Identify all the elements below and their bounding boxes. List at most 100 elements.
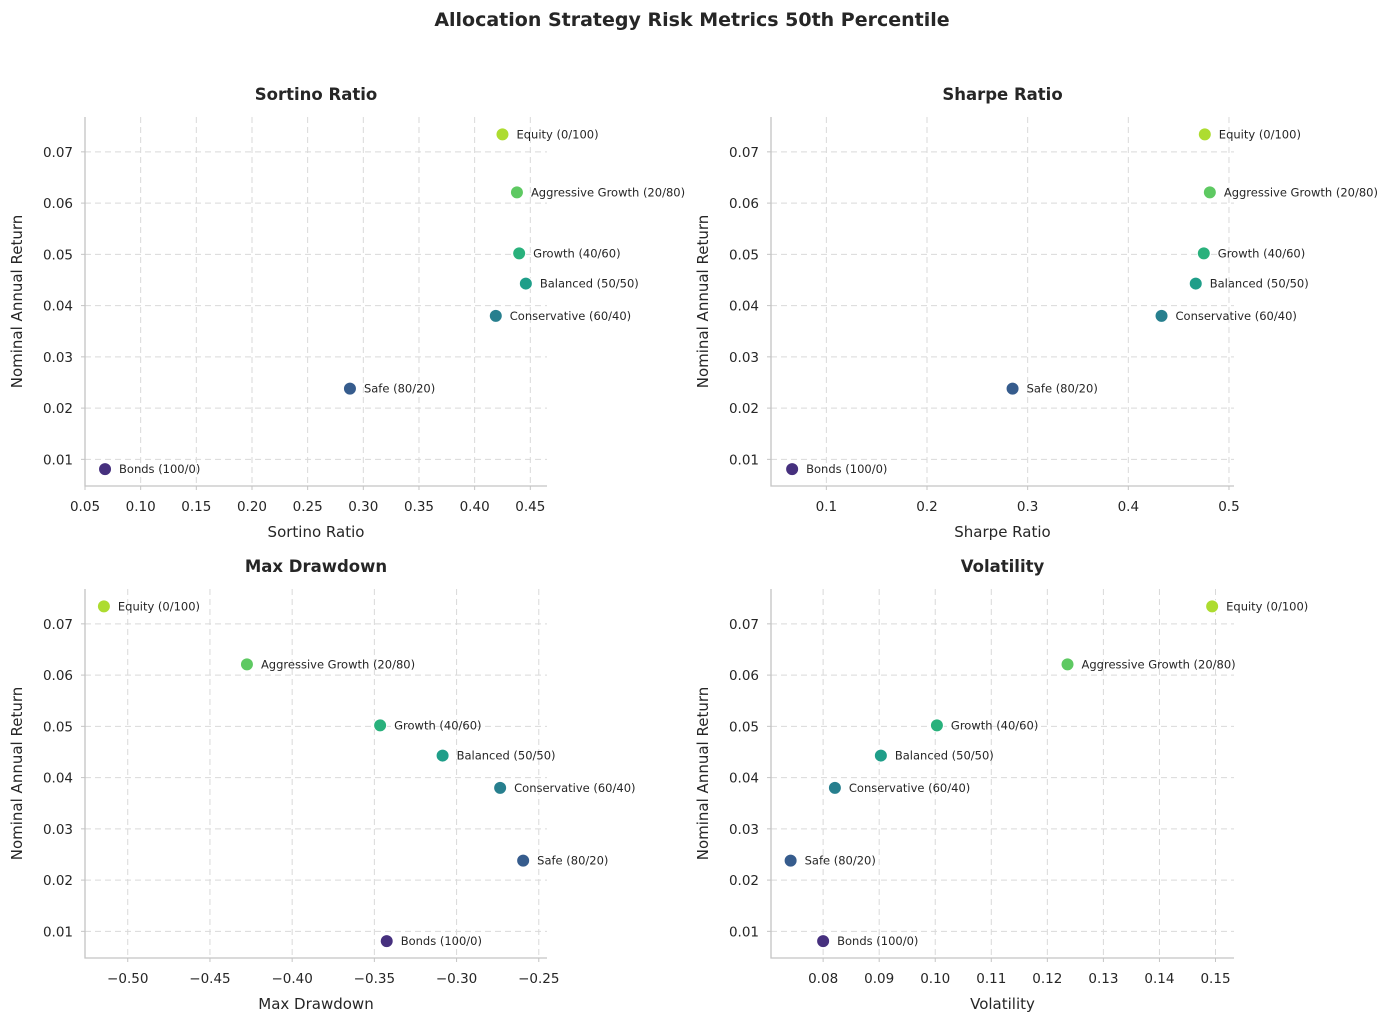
point-equity-0-100 bbox=[96, 599, 111, 614]
y-tick-label: 0.06 bbox=[43, 196, 73, 212]
x-tick-label: 0.35 bbox=[404, 499, 434, 515]
point-aggressive-growth-20-80 bbox=[509, 185, 524, 200]
x-tick-label: 0.15 bbox=[181, 499, 211, 515]
x-tick-label: 0.3 bbox=[1017, 499, 1038, 515]
point-label-balanced-50-50: Balanced (50/50) bbox=[457, 749, 556, 763]
x-tick-label: −0.40 bbox=[271, 971, 312, 987]
point-label-balanced-50-50: Balanced (50/50) bbox=[540, 277, 639, 291]
point-label-equity-0-100: Equity (0/100) bbox=[1219, 127, 1301, 141]
x-tick-label: 0.4 bbox=[1118, 499, 1139, 515]
point-safe-80-20 bbox=[783, 853, 798, 868]
point-bonds-100-0 bbox=[98, 462, 113, 477]
point-bonds-100-0 bbox=[379, 934, 394, 949]
x-tick-label: 0.09 bbox=[864, 971, 894, 987]
y-tick-label: 0.01 bbox=[43, 452, 73, 468]
point-growth-40-60 bbox=[512, 246, 527, 261]
x-tick-label: 0.15 bbox=[1200, 971, 1230, 987]
point-balanced-50-50 bbox=[873, 748, 888, 763]
y-tick-label: 0.03 bbox=[729, 822, 759, 838]
point-label-bonds-100-0: Bonds (100/0) bbox=[401, 934, 482, 948]
point-label-growth-40-60: Growth (40/60) bbox=[394, 718, 481, 732]
x-tick-label: 0.11 bbox=[976, 971, 1006, 987]
point-growth-40-60 bbox=[929, 718, 944, 733]
point-label-growth-40-60: Growth (40/60) bbox=[951, 718, 1038, 732]
y-axis-label: Nominal Annual Return bbox=[694, 215, 712, 389]
y-tick-label: 0.07 bbox=[729, 617, 759, 633]
panel-sharpe-ratio: 0.1 0.2 0.3 0.4 0.5 0.01 0.02 0.03 0.04 0.05 0.06 0… bbox=[694, 85, 1378, 541]
point-label-safe-80-20: Safe (80/20) bbox=[537, 854, 608, 868]
y-axis-label: Nominal Annual Return bbox=[8, 687, 26, 861]
x-tick-label: −0.25 bbox=[518, 971, 559, 987]
y-axis-label: Nominal Annual Return bbox=[694, 687, 712, 861]
y-tick-label: 0.07 bbox=[43, 617, 73, 633]
axes-spines bbox=[770, 589, 1234, 959]
y-tick-label: 0.02 bbox=[43, 401, 73, 417]
point-label-growth-40-60: Growth (40/60) bbox=[533, 246, 620, 260]
point-label-balanced-50-50: Balanced (50/50) bbox=[895, 749, 994, 763]
axes-spines bbox=[84, 589, 547, 959]
point-safe-80-20 bbox=[1005, 381, 1020, 396]
point-equity-0-100 bbox=[495, 127, 510, 142]
point-bonds-100-0 bbox=[816, 934, 831, 949]
figure-title: Allocation Strategy Risk Metrics 50th Pe… bbox=[434, 9, 949, 31]
panel-title: Sortino Ratio bbox=[255, 85, 377, 104]
point-label-safe-80-20: Safe (80/20) bbox=[805, 854, 876, 868]
point-label-equity-0-100: Equity (0/100) bbox=[516, 127, 598, 141]
y-tick-label: 0.02 bbox=[729, 401, 759, 417]
y-tick-label: 0.06 bbox=[729, 668, 759, 684]
y-tick-label: 0.07 bbox=[43, 145, 73, 161]
y-tick-label: 0.03 bbox=[729, 350, 759, 366]
y-tick-label: 0.05 bbox=[43, 719, 73, 735]
y-tick-label: 0.07 bbox=[729, 145, 759, 161]
point-conservative-60-40 bbox=[827, 780, 842, 795]
x-tick-label: 0.2 bbox=[916, 499, 937, 515]
point-bonds-100-0 bbox=[785, 462, 800, 477]
point-equity-0-100 bbox=[1197, 127, 1212, 142]
y-tick-label: 0.04 bbox=[43, 771, 73, 787]
x-tick-label: 0.14 bbox=[1144, 971, 1174, 987]
point-conservative-60-40 bbox=[488, 308, 503, 323]
point-label-safe-80-20: Safe (80/20) bbox=[364, 382, 435, 396]
y-tick-label: 0.01 bbox=[729, 924, 759, 940]
point-label-bonds-100-0: Bonds (100/0) bbox=[119, 462, 200, 476]
x-axis-label: Sortino Ratio bbox=[268, 523, 365, 541]
point-growth-40-60 bbox=[373, 718, 388, 733]
y-tick-label: 0.05 bbox=[729, 247, 759, 263]
x-tick-label: 0.10 bbox=[126, 499, 156, 515]
x-tick-label: 0.1 bbox=[816, 499, 837, 515]
point-label-conservative-60-40: Conservative (60/40) bbox=[1176, 309, 1297, 323]
y-tick-label: 0.04 bbox=[729, 299, 759, 315]
point-label-growth-40-60: Growth (40/60) bbox=[1218, 246, 1305, 260]
point-aggressive-growth-20-80 bbox=[1202, 185, 1217, 200]
point-safe-80-20 bbox=[342, 381, 357, 396]
panel-title: Volatility bbox=[961, 557, 1045, 576]
y-tick-label: 0.03 bbox=[43, 350, 73, 366]
point-label-bonds-100-0: Bonds (100/0) bbox=[806, 462, 887, 476]
point-label-aggressive-growth-20-80: Aggressive Growth (20/80) bbox=[1082, 657, 1236, 671]
x-axis-label: Max Drawdown bbox=[258, 995, 373, 1013]
x-tick-label: 0.25 bbox=[293, 499, 323, 515]
y-tick-label: 0.01 bbox=[729, 452, 759, 468]
x-tick-label: −0.30 bbox=[436, 971, 477, 987]
y-tick-label: 0.04 bbox=[729, 771, 759, 787]
point-label-conservative-60-40: Conservative (60/40) bbox=[514, 781, 635, 795]
panels: 0.05 0.10 0.15 0.20 0.25 0.30 0.35 0.40 0.45 0.01… bbox=[8, 85, 1378, 1013]
panel-title: Sharpe Ratio bbox=[942, 85, 1062, 104]
point-aggressive-growth-20-80 bbox=[1060, 657, 1075, 672]
x-tick-label: 0.5 bbox=[1218, 499, 1239, 515]
point-label-equity-0-100: Equity (0/100) bbox=[1226, 599, 1308, 613]
y-axis-label: Nominal Annual Return bbox=[8, 215, 26, 389]
y-tick-label: 0.02 bbox=[43, 873, 73, 889]
x-tick-label: −0.35 bbox=[354, 971, 395, 987]
y-tick-label: 0.04 bbox=[43, 299, 73, 315]
point-balanced-50-50 bbox=[1188, 276, 1203, 291]
x-tick-label: 0.13 bbox=[1088, 971, 1118, 987]
x-axis-label: Volatility bbox=[970, 995, 1035, 1013]
x-tick-label: −0.50 bbox=[107, 971, 148, 987]
point-balanced-50-50 bbox=[435, 748, 450, 763]
panel-volatility: 0.08 0.09 0.10 0.11 0.12 0.13 0.14 0.15 0.01 0.02… bbox=[694, 557, 1308, 1013]
point-safe-80-20 bbox=[516, 853, 531, 868]
x-tick-label: 0.30 bbox=[348, 499, 378, 515]
y-tick-label: 0.06 bbox=[729, 196, 759, 212]
